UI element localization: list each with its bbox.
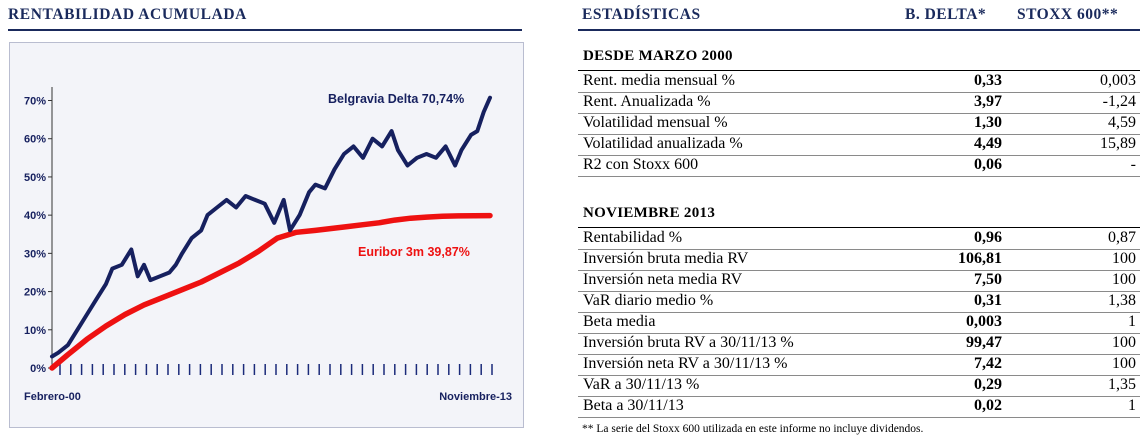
section-title: NOVIEMBRE 2013 xyxy=(583,205,716,221)
table-row: Volatilidad anualizada % 4,49 15,89 xyxy=(578,134,1140,156)
y-tick-label: 70% xyxy=(24,96,46,108)
table-row: Rent. Anualizada % 3,97 -1,24 xyxy=(578,92,1140,114)
stoxx-value: 0,003 xyxy=(1100,72,1136,89)
stoxx-value: 1 xyxy=(1128,313,1136,330)
bdelta-value: 99,47 xyxy=(966,334,1002,351)
bdelta-value: 7,50 xyxy=(974,271,1002,288)
row-label: Volatilidad mensual % xyxy=(583,114,728,131)
col-header-bdelta: B. DELTA* xyxy=(905,6,987,23)
statistics-panel: ESTADÍSTICAS B. DELTA* STOXX 600** DESDE… xyxy=(576,0,1142,439)
stoxx-value: 100 xyxy=(1112,334,1136,351)
section-title: DESDE MARZO 2000 xyxy=(583,48,733,64)
bdelta-value: 0,003 xyxy=(966,313,1002,330)
row-label: Inversión neta RV a 30/11/13 % xyxy=(583,355,788,372)
bdelta-value: 0,02 xyxy=(974,397,1002,414)
bdelta-value: 4,49 xyxy=(974,135,1002,152)
bdelta-value: 0,31 xyxy=(974,292,1002,309)
row-label: Rent. media mensual % xyxy=(583,72,735,89)
stoxx-value: - xyxy=(1130,156,1136,173)
y-tick-label: 10% xyxy=(24,325,46,337)
table-row: Inversión neta media RV 7,50 100 xyxy=(578,270,1140,292)
series-line-0 xyxy=(50,95,492,359)
header-divider xyxy=(578,29,1140,31)
table-row: Inversión neta RV a 30/11/13 % 7,42 100 xyxy=(578,354,1140,376)
col-header-stoxx: STOXX 600** xyxy=(1017,6,1119,23)
chart-panel-title: RENTABILIDAD ACUMULADA xyxy=(8,6,247,23)
table-row: R2 con Stoxx 600 0,06 - xyxy=(578,155,1140,177)
row-label: Beta a 30/11/13 xyxy=(583,397,684,414)
row-label: Inversión neta media RV xyxy=(583,271,743,288)
table-row: Volatilidad mensual % 1,30 4,59 xyxy=(578,113,1140,135)
row-label: Volatilidad anualizada % xyxy=(583,135,743,152)
row-label: Beta media xyxy=(583,313,656,330)
series-label-euribor: Euribor 3m 39,87% xyxy=(358,245,470,259)
y-tick-label: 50% xyxy=(24,172,46,184)
table-row: VaR a 30/11/13 % 0,29 1,35 xyxy=(578,375,1140,397)
bdelta-value: 1,30 xyxy=(974,114,1002,131)
stoxx-value: 1,38 xyxy=(1108,292,1136,309)
stoxx-value: 100 xyxy=(1112,271,1136,288)
x-label-start: Febrero-00 xyxy=(24,391,81,403)
y-tick-label: 60% xyxy=(24,134,46,146)
table-row: Rentabilidad % 0,96 0,87 xyxy=(578,228,1140,250)
row-label: VaR diario medio % xyxy=(583,292,714,309)
y-tick-label: 20% xyxy=(24,287,46,299)
bdelta-value: 3,97 xyxy=(974,93,1002,110)
series-label-belgravia: Belgravia Delta 70,74% xyxy=(328,92,464,106)
stoxx-value: 100 xyxy=(1112,355,1136,372)
row-label: Inversión bruta media RV xyxy=(583,250,749,267)
stoxx-value: 4,59 xyxy=(1108,114,1136,131)
y-tick-label: 40% xyxy=(24,210,46,222)
y-tick-label: 0% xyxy=(30,363,46,375)
table-row: Inversión bruta RV a 30/11/13 % 99,47 100 xyxy=(578,333,1140,355)
series-line-1 xyxy=(49,212,493,371)
row-label: R2 con Stoxx 600 xyxy=(583,156,699,173)
table-row: Beta a 30/11/13 0,02 1 xyxy=(578,396,1140,418)
section-divider xyxy=(578,70,1140,71)
row-label: VaR a 30/11/13 % xyxy=(583,376,700,393)
row-label: Rentabilidad % xyxy=(583,229,683,246)
x-label-end: Noviembre-13 xyxy=(439,391,512,403)
table-row: Inversión bruta media RV 106,81 100 xyxy=(578,249,1140,271)
bdelta-value: 7,42 xyxy=(974,355,1002,372)
bdelta-value: 106,81 xyxy=(958,250,1002,267)
stoxx-value: 0,87 xyxy=(1108,229,1136,246)
stoxx-value: 15,89 xyxy=(1100,135,1136,152)
table-row: Rent. media mensual % 0,33 0,003 xyxy=(578,71,1140,93)
stoxx-value: 1,35 xyxy=(1108,376,1136,393)
table-row: Beta media 0,003 1 xyxy=(578,312,1140,334)
row-label: Rent. Anualizada % xyxy=(583,93,711,110)
cumulative-return-chart: 0% 10% 20% 30% 40% 50% 60% 70% Febrero-00 Noviemb… xyxy=(24,87,512,403)
bdelta-value: 0,29 xyxy=(974,376,1002,393)
row-label: Inversión bruta RV a 30/11/13 % xyxy=(583,334,794,351)
title-divider xyxy=(8,29,522,31)
stoxx-value: 100 xyxy=(1112,250,1136,267)
table-row: VaR diario medio % 0,31 1,38 xyxy=(578,291,1140,313)
statistics-header: ESTADÍSTICAS xyxy=(582,6,701,23)
chart-area: 0% 10% 20% 30% 40% 50% 60% 70% Febrero-00 Noviemb… xyxy=(9,42,524,428)
bdelta-value: 0,33 xyxy=(974,72,1002,89)
stoxx-value: 1 xyxy=(1128,397,1136,414)
y-tick-label: 30% xyxy=(24,248,46,260)
bdelta-value: 0,96 xyxy=(974,229,1002,246)
bdelta-value: 0,06 xyxy=(974,156,1002,173)
footnote: ** La serie del Stoxx 600 utilizada en e… xyxy=(582,423,924,435)
section-divider xyxy=(578,227,1140,228)
stoxx-value: -1,24 xyxy=(1102,93,1136,110)
